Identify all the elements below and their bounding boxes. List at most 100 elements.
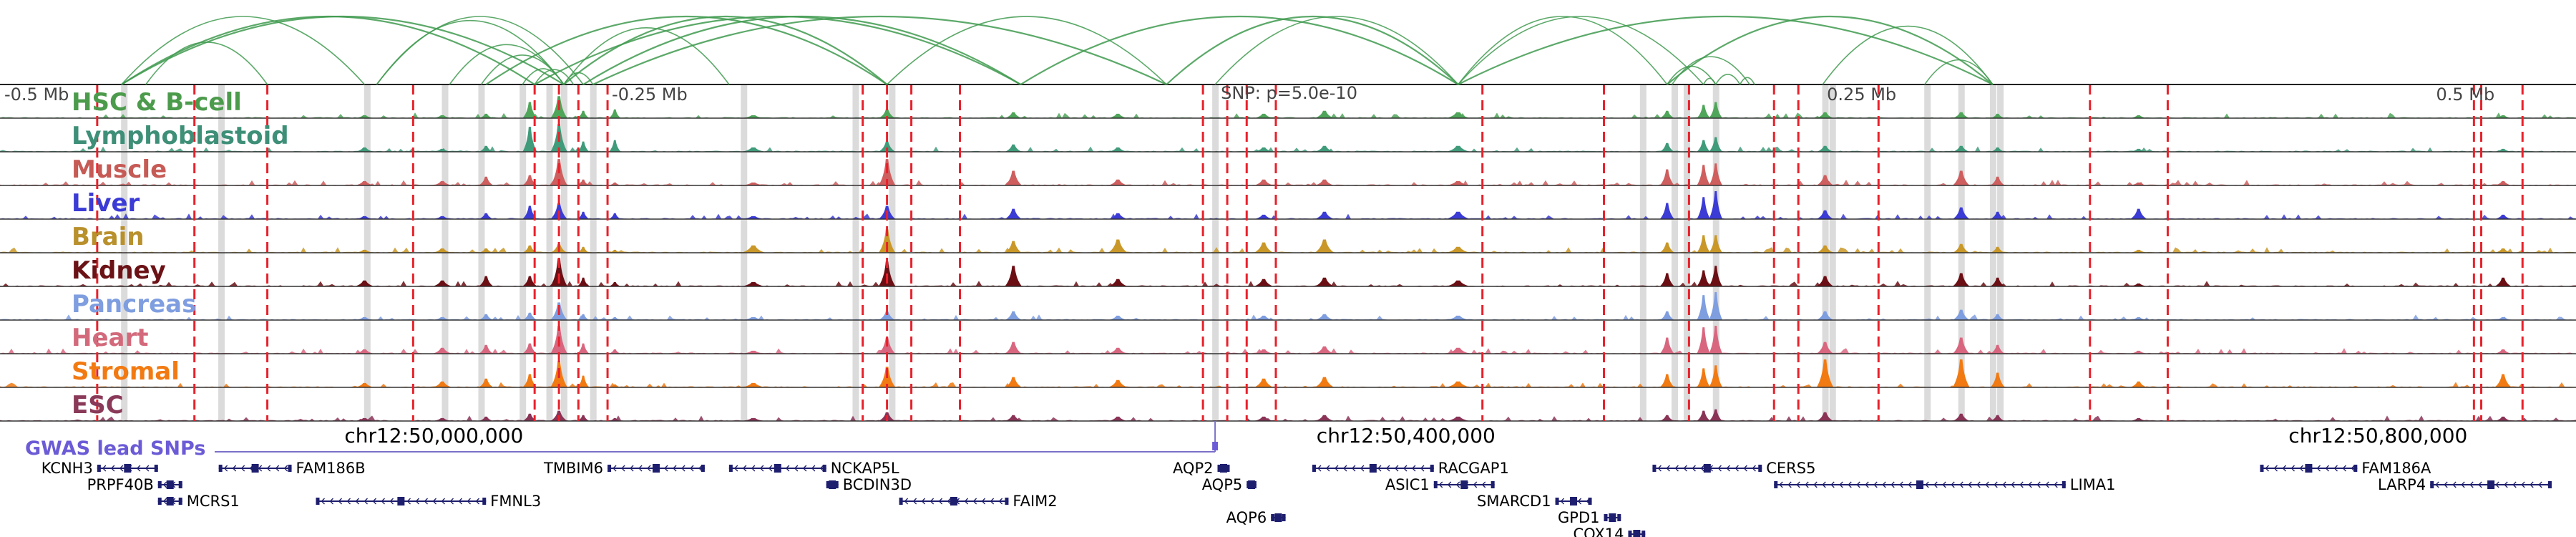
signal-peak bbox=[2494, 180, 2512, 185]
signal-peak bbox=[1254, 242, 1274, 253]
strand-chevron bbox=[2265, 465, 2269, 472]
track-noise bbox=[0, 247, 2576, 253]
gene-exon bbox=[1758, 465, 1762, 472]
signal-peak bbox=[432, 316, 452, 320]
signal-peak bbox=[608, 281, 621, 286]
strand-chevron bbox=[475, 498, 479, 505]
strand-chevron bbox=[1805, 481, 1809, 488]
gene-exon bbox=[1271, 514, 1275, 521]
gene-prpf40b: PRPF40B bbox=[87, 476, 182, 493]
signal-peak bbox=[1709, 102, 1723, 118]
signal-peak bbox=[577, 110, 590, 118]
track-label: Liver bbox=[72, 189, 140, 218]
strand-chevron bbox=[2469, 481, 2474, 488]
signal-peak bbox=[1816, 112, 1834, 118]
track-label: Kidney bbox=[72, 256, 166, 285]
gene-gpd1: GPD1 bbox=[1558, 509, 1621, 526]
signal-peak bbox=[1659, 273, 1674, 286]
interaction-arc bbox=[563, 15, 888, 85]
signal-peak bbox=[1108, 379, 1128, 387]
gene-nckap5l: NCKAP5L bbox=[728, 460, 899, 477]
strand-chevron bbox=[1865, 481, 1869, 488]
gene-label: FAIM2 bbox=[1013, 493, 1057, 510]
strand-chevron bbox=[1787, 481, 1792, 488]
signal-peak bbox=[608, 109, 621, 118]
signal-peak bbox=[522, 102, 537, 118]
interaction-arc bbox=[1822, 25, 1994, 85]
strand-chevron bbox=[1386, 465, 1390, 472]
strand-chevron bbox=[1959, 481, 1963, 488]
signal-peak bbox=[878, 109, 896, 118]
signal-peak bbox=[354, 180, 375, 185]
strand-chevron bbox=[1933, 481, 1938, 488]
signal-peak bbox=[522, 276, 537, 286]
strand-chevron bbox=[1666, 465, 1670, 472]
gene-exon bbox=[774, 464, 781, 473]
signal-peak bbox=[1108, 279, 1128, 286]
interaction-arc bbox=[121, 16, 366, 85]
strand-chevron bbox=[1395, 465, 1399, 472]
strand-chevron bbox=[1455, 481, 1460, 488]
signal-peak bbox=[577, 179, 590, 185]
signal-peak bbox=[2494, 248, 2512, 253]
signal-peak bbox=[1990, 372, 2005, 387]
signal-peak bbox=[1709, 137, 1723, 152]
gwas-label: GWAS lead SNPs bbox=[25, 437, 205, 460]
gene-fam186a: FAM186A bbox=[2260, 460, 2431, 477]
signal-peak bbox=[1108, 213, 1128, 219]
signal-peak bbox=[1314, 346, 1335, 354]
signal-peak bbox=[577, 343, 590, 354]
gene-label: LARP4 bbox=[2378, 476, 2426, 493]
signal-peak bbox=[432, 347, 452, 354]
signal-peak bbox=[741, 147, 766, 152]
signal-peak bbox=[1659, 374, 1674, 387]
track-brain bbox=[0, 229, 2576, 253]
signal-peak bbox=[1697, 235, 1711, 253]
signal-peak bbox=[1005, 112, 1023, 118]
strand-chevron bbox=[673, 465, 677, 472]
interaction-arc bbox=[1458, 16, 1668, 85]
strand-chevron bbox=[2444, 481, 2448, 488]
strand-chevron bbox=[1848, 481, 1852, 488]
signal-peak bbox=[354, 349, 375, 354]
signal-peak bbox=[878, 311, 896, 320]
signal-peak bbox=[1108, 179, 1128, 185]
gene-lima1: LIMA1 bbox=[1774, 476, 2116, 493]
strand-chevron bbox=[1873, 481, 1878, 488]
signal-peak bbox=[1709, 409, 1723, 421]
strand-chevron bbox=[998, 498, 1003, 505]
strand-chevron bbox=[947, 498, 952, 505]
signal-peak bbox=[1990, 415, 2005, 421]
strand-chevron bbox=[664, 465, 668, 472]
strand-chevron bbox=[346, 498, 351, 505]
strand-chevron bbox=[1700, 465, 1704, 472]
strand-chevron bbox=[1813, 481, 1818, 488]
track-noise bbox=[0, 348, 2576, 354]
strand-chevron bbox=[2521, 481, 2525, 488]
signal-peak bbox=[432, 115, 452, 118]
signal-peak bbox=[1314, 314, 1335, 320]
strand-chevron bbox=[2351, 465, 2355, 472]
gene-exon bbox=[178, 481, 182, 488]
signal-peak bbox=[577, 141, 590, 152]
signal-peak bbox=[1254, 349, 1274, 354]
strand-chevron bbox=[2282, 465, 2286, 472]
signal-peak bbox=[522, 245, 537, 253]
track-label: Stromal bbox=[72, 357, 180, 386]
signal-peak bbox=[1659, 242, 1674, 253]
strand-chevron bbox=[647, 465, 651, 472]
arc-layer bbox=[121, 15, 1994, 85]
signal-peak bbox=[432, 381, 452, 387]
strand-chevron bbox=[2036, 481, 2041, 488]
strand-chevron bbox=[258, 465, 263, 472]
gene-exon bbox=[157, 498, 162, 505]
signal-peak bbox=[2129, 381, 2147, 387]
signal-peak bbox=[1445, 280, 1470, 286]
signal-peak bbox=[1697, 270, 1711, 286]
signal-peak bbox=[354, 417, 375, 421]
gene-label: GPD1 bbox=[1558, 509, 1599, 526]
gene-label: FAM186A bbox=[2361, 460, 2431, 477]
signal-peak bbox=[2129, 350, 2147, 354]
signal-peak bbox=[479, 176, 494, 185]
strand-chevron bbox=[2504, 481, 2508, 488]
